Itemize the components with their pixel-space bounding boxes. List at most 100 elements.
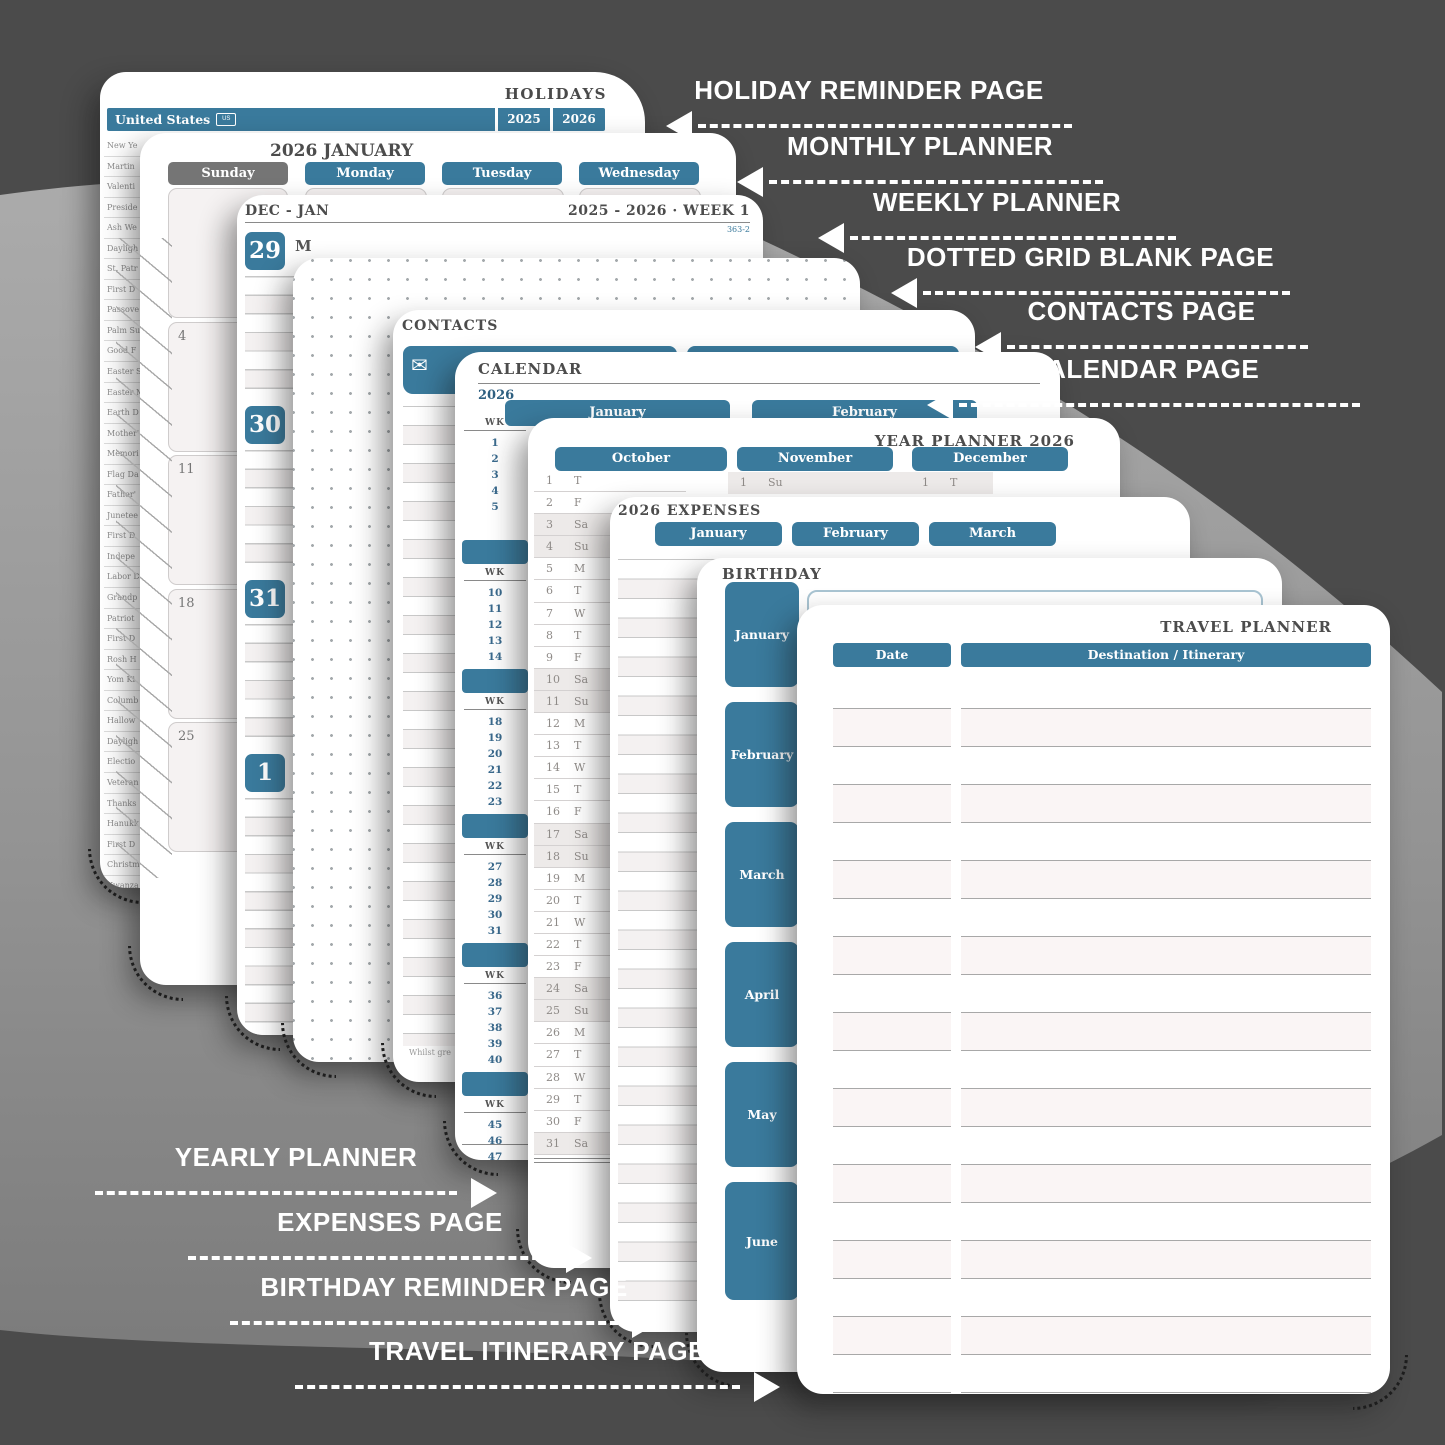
destination-cell (961, 975, 1371, 1013)
week-number-blocks: WK 10 11 12 13 14 WK 18 19 20 21 22 23 W… (462, 540, 528, 1160)
day-letter: T (574, 584, 582, 598)
date-cell (833, 1203, 951, 1241)
destination-cell (961, 747, 1371, 785)
label-line (95, 1177, 497, 1211)
date-cell (833, 1317, 951, 1355)
month-header-december: December (912, 447, 1068, 471)
date-cell (833, 1165, 951, 1203)
destination-cell (961, 1241, 1371, 1279)
date-cell (833, 975, 951, 1013)
label-text: CALENDAR PAGE (1027, 354, 1260, 384)
wk-rule (464, 1112, 526, 1113)
wk-rule (464, 430, 526, 431)
day-letter: Sa (574, 1136, 589, 1150)
day-letter: T (574, 474, 582, 487)
left-arrow-icon (927, 390, 953, 420)
wk-label: WK (485, 418, 505, 428)
date-cell (833, 861, 951, 899)
label-text: HOLIDAY REMINDER PAGE (694, 75, 1044, 105)
calendar-title: CALENDAR (478, 360, 583, 378)
day-letter: Su (574, 540, 589, 554)
wk-label: WK (485, 568, 505, 578)
travel-row (833, 1013, 1371, 1051)
date-cell (833, 1355, 951, 1393)
day-number: 6 (546, 584, 553, 598)
month-header-october: October (555, 447, 727, 471)
date-cell (833, 785, 951, 823)
day-header-sunday: Sunday (168, 162, 288, 185)
day-letter: T (574, 628, 582, 642)
day-number: 27 (546, 1048, 560, 1062)
weekly-date-box: 31 (245, 580, 285, 618)
day-number: 2 (546, 496, 553, 510)
date-cell (833, 747, 951, 785)
week-numbers: 1 2 3 4 5 (491, 437, 499, 513)
destination-cell (961, 709, 1371, 747)
label-contacts-page: CONTACTS PAGE (975, 296, 1308, 365)
right-arrow-icon (632, 1308, 658, 1338)
date-number: 25 (178, 729, 195, 744)
date-cell (833, 1279, 951, 1317)
calendar-year: 2026 (478, 388, 515, 403)
wk-label: WK (485, 1100, 505, 1110)
label-text: TRAVEL ITINERARY PAGE (369, 1336, 706, 1366)
day-number: 18 (546, 849, 560, 863)
travel-row (833, 1317, 1371, 1355)
week-block: WK 18 19 20 21 22 23 (462, 669, 528, 810)
weekly-date-box: 1 (245, 754, 285, 792)
label-travel-itinerary-page: TRAVEL ITINERARY PAGE (295, 1336, 780, 1405)
day-letter: W (574, 761, 586, 775)
day-letter: W (574, 1070, 586, 1084)
wk-rule (464, 709, 526, 710)
wk-label: WK (485, 697, 505, 707)
travel-row (833, 975, 1371, 1013)
day-number: 13 (546, 739, 560, 753)
day-letter: F (574, 496, 582, 510)
day-header-tuesday: Tuesday (442, 162, 562, 185)
label-line (818, 222, 1176, 256)
day-letter: Sa (574, 518, 589, 532)
travel-row (833, 785, 1371, 823)
destination-cell (961, 1203, 1371, 1241)
date-cell (833, 937, 951, 975)
travel-row (833, 899, 1371, 937)
date-cell (833, 1127, 951, 1165)
day-number: 16 (546, 805, 560, 819)
envelope-icon: ✉ (411, 353, 428, 377)
travel-row (833, 937, 1371, 975)
weekly-date-box: 29 (245, 232, 285, 270)
day-letter: T (574, 937, 582, 951)
travel-row (833, 709, 1371, 747)
label-text: MONTHLY PLANNER (786, 131, 1054, 161)
weekly-title-right: 2025 - 2026 · WEEK 1 (568, 203, 750, 219)
date-cell (833, 1013, 951, 1051)
label-expenses-page: EXPENSES PAGE (188, 1207, 592, 1276)
day-letter: Sa (574, 672, 589, 686)
label-yearly-planner: YEARLY PLANNER (95, 1142, 497, 1211)
year-planner-title: YEAR PLANNER 2026 (874, 432, 1075, 450)
day-letter: F (574, 805, 582, 819)
column-header-date: Date (833, 643, 951, 667)
day-number: 31 (546, 1136, 560, 1150)
weekly-day-header: 1 T (245, 754, 755, 798)
day-letter: T (574, 1092, 582, 1106)
day-letter: Su (574, 694, 589, 708)
month-tab: April (725, 942, 799, 1047)
left-arrow-icon (818, 223, 844, 253)
wk-rule (464, 854, 526, 855)
travel-row (833, 1279, 1371, 1317)
day-letter: T (574, 739, 582, 753)
label-line (188, 1242, 592, 1276)
holiday-list-item: Valenti (104, 177, 141, 198)
day-header-monday: Monday (305, 162, 425, 185)
week-numbers: 18 19 20 21 22 23 (487, 716, 503, 808)
destination-cell (961, 861, 1371, 899)
travel-planner-page: TRAVEL PLANNER Date Destination / Itiner… (797, 605, 1390, 1394)
day-number: 15 (546, 783, 560, 797)
travel-row (833, 1355, 1371, 1393)
birthday-month-tabs: January February March April May June (725, 582, 799, 1315)
day-number: 1 (546, 474, 553, 487)
travel-row (833, 671, 1371, 709)
date-number: 18 (178, 595, 195, 611)
